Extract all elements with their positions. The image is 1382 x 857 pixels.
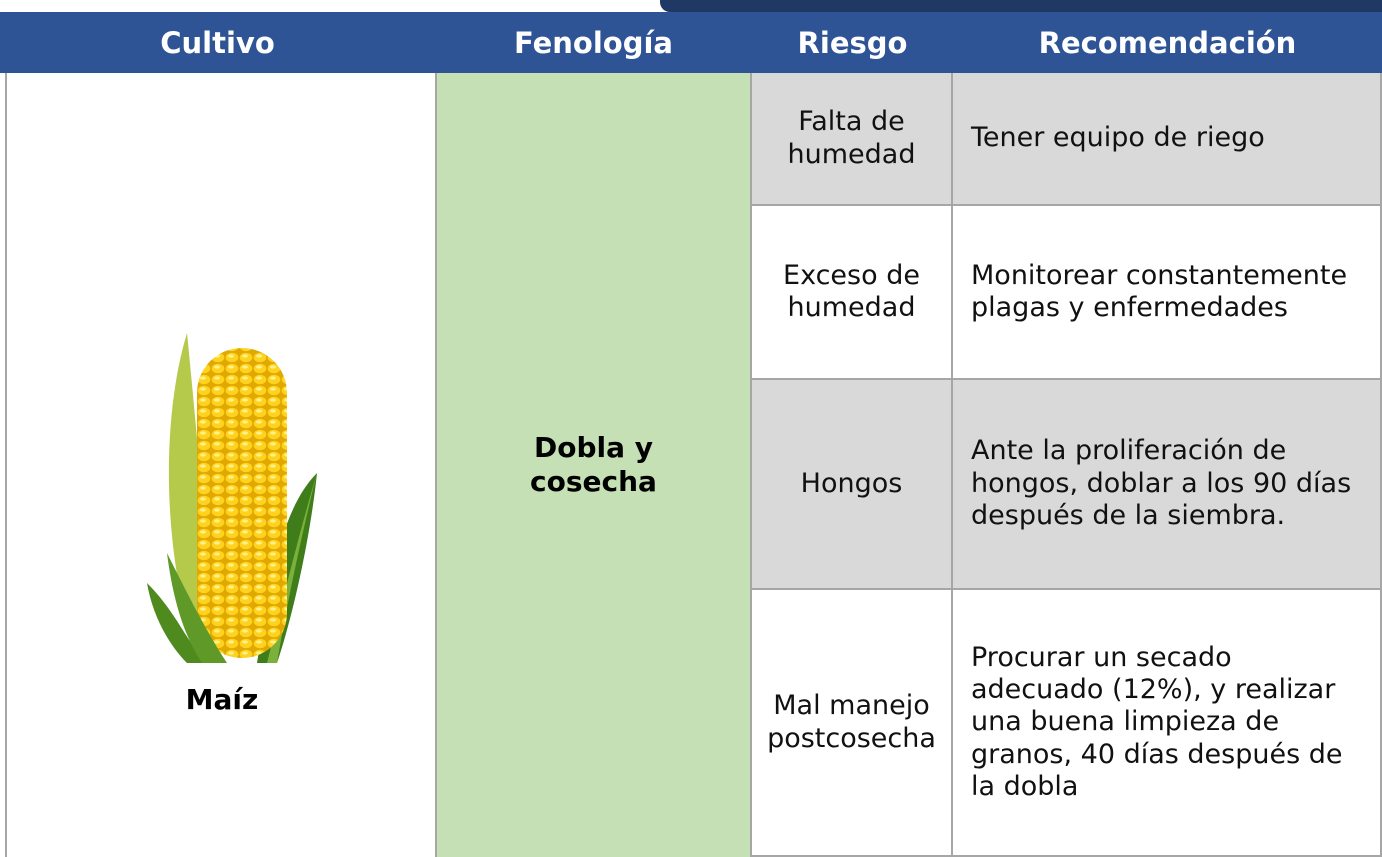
risk: Exceso de humedad xyxy=(752,206,953,380)
risk: Falta de humedad xyxy=(752,73,953,206)
header-recomendacion: Recomendación xyxy=(953,12,1382,73)
top-tab xyxy=(660,0,1382,12)
risk: Hongos xyxy=(752,380,953,590)
crop-cell: Maíz xyxy=(5,73,435,857)
phenology-cell: Dobla y cosecha xyxy=(435,73,752,857)
recommendation: Ante la proliferación de hongos, doblar … xyxy=(953,380,1382,590)
phenology-text: Dobla y cosecha xyxy=(530,431,657,498)
crop-name: Maíz xyxy=(185,683,259,716)
corn-icon xyxy=(147,333,317,663)
header-riesgo: Riesgo xyxy=(752,12,953,73)
recommendation: Procurar un secado adecuado (12%), y rea… xyxy=(953,590,1382,857)
recommendation: Tener equipo de riego xyxy=(953,73,1382,206)
recommendation: Monitorear constantemente plagas y enfer… xyxy=(953,206,1382,380)
right-border xyxy=(1380,73,1382,857)
risk: Mal manejo postcosecha xyxy=(752,590,953,857)
header-fenologia: Fenología xyxy=(435,12,752,73)
header-cultivo: Cultivo xyxy=(0,12,435,73)
